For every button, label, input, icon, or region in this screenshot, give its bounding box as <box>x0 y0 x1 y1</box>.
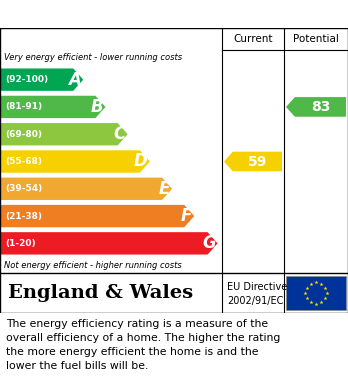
Text: (69-80): (69-80) <box>5 130 42 139</box>
Polygon shape <box>0 205 194 227</box>
Text: EU Directive: EU Directive <box>227 282 287 292</box>
Text: (21-38): (21-38) <box>5 212 42 221</box>
Text: Current: Current <box>233 34 273 44</box>
Polygon shape <box>0 123 128 145</box>
Bar <box>286 276 346 310</box>
Polygon shape <box>0 178 172 200</box>
Text: 83: 83 <box>311 100 330 114</box>
Polygon shape <box>0 96 105 118</box>
Text: D: D <box>134 152 148 170</box>
Text: Not energy efficient - higher running costs: Not energy efficient - higher running co… <box>4 260 182 269</box>
Text: (81-91): (81-91) <box>5 102 42 111</box>
Text: 59: 59 <box>248 154 267 169</box>
Text: A: A <box>69 71 81 89</box>
Text: B: B <box>91 98 103 116</box>
Text: (92-100): (92-100) <box>5 75 48 84</box>
Text: G: G <box>202 234 215 252</box>
Text: England & Wales: England & Wales <box>8 284 193 302</box>
Text: Energy Efficiency Rating: Energy Efficiency Rating <box>69 7 279 22</box>
Polygon shape <box>0 68 83 91</box>
Text: (1-20): (1-20) <box>5 239 35 248</box>
Text: The energy efficiency rating is a measure of the
overall efficiency of a home. T: The energy efficiency rating is a measur… <box>6 319 280 371</box>
Polygon shape <box>0 150 150 173</box>
Text: F: F <box>181 207 192 225</box>
Text: E: E <box>159 180 170 198</box>
Text: Potential: Potential <box>293 34 339 44</box>
Text: C: C <box>113 125 126 143</box>
Text: (39-54): (39-54) <box>5 184 42 193</box>
Text: Very energy efficient - lower running costs: Very energy efficient - lower running co… <box>4 54 182 63</box>
Polygon shape <box>286 97 346 117</box>
Text: 2002/91/EC: 2002/91/EC <box>227 296 283 306</box>
Polygon shape <box>224 152 282 171</box>
Text: (55-68): (55-68) <box>5 157 42 166</box>
Polygon shape <box>0 232 218 255</box>
